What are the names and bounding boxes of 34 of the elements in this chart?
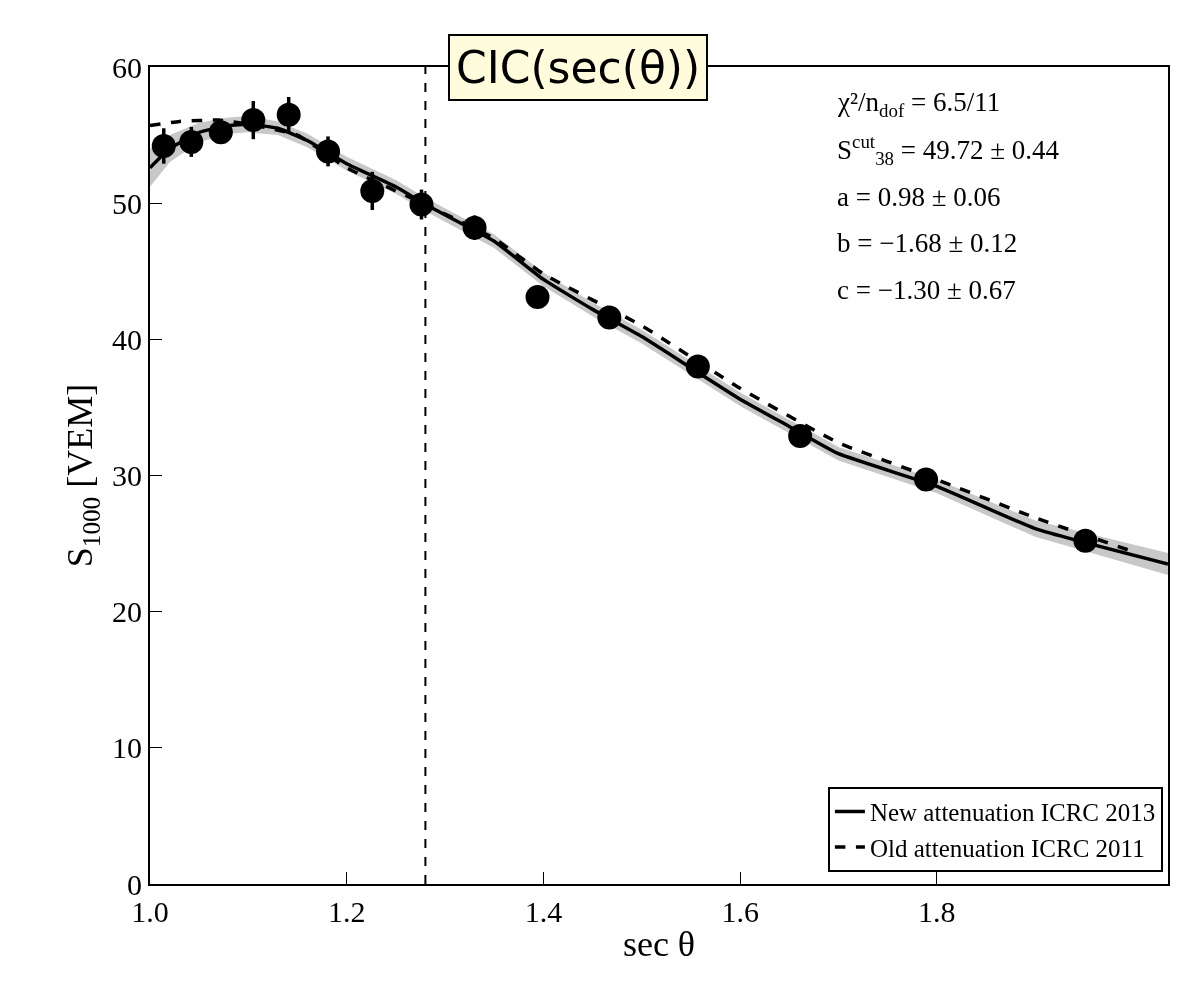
point (276, 102, 301, 127)
point (1073, 528, 1098, 553)
point (597, 305, 622, 330)
point (788, 424, 813, 448)
chart-title: CIC(sec(θ)) (456, 42, 701, 93)
point (462, 215, 487, 240)
point (525, 285, 550, 310)
y-tick-label: 10 (112, 731, 142, 765)
y-tick-label: 30 (112, 459, 142, 492)
point (151, 133, 176, 158)
legend-label: Old attenuation ICRC 2011 (869, 834, 1145, 862)
point (914, 467, 939, 492)
x-tick-label: 1.2 (327, 895, 366, 928)
annotation: a = 0.98 ± 0.06 (837, 182, 1001, 212)
annotation: S$^{cut}$$_{38}$ = 49.72 ± 0.44 (837, 131, 1060, 170)
x-tick-label: 1.4 (524, 895, 563, 928)
y-tick-label: 50 (112, 186, 142, 220)
x-tick-label: 1.8 (918, 895, 956, 928)
point (208, 120, 233, 145)
point (360, 178, 385, 203)
x-tick-label: 1.6 (721, 895, 759, 928)
y-tick-label: 20 (112, 595, 142, 629)
point (179, 129, 204, 154)
x-axis-title: sec θ (622, 924, 696, 965)
point (316, 139, 341, 164)
annotation: χ²/n$_{dof}$ = 6.5/11 (837, 87, 1001, 121)
point (685, 354, 710, 379)
y-tick-label: 60 (112, 50, 142, 84)
y-tick-label: 40 (112, 322, 142, 356)
annotation: c = −1.30 ± 0.67 (837, 275, 1016, 305)
legend-label: New attenuation ICRC 2013 (869, 799, 1156, 827)
annotation: b = −1.68 ± 0.12 (837, 228, 1018, 258)
point (241, 108, 266, 133)
point (409, 192, 434, 217)
